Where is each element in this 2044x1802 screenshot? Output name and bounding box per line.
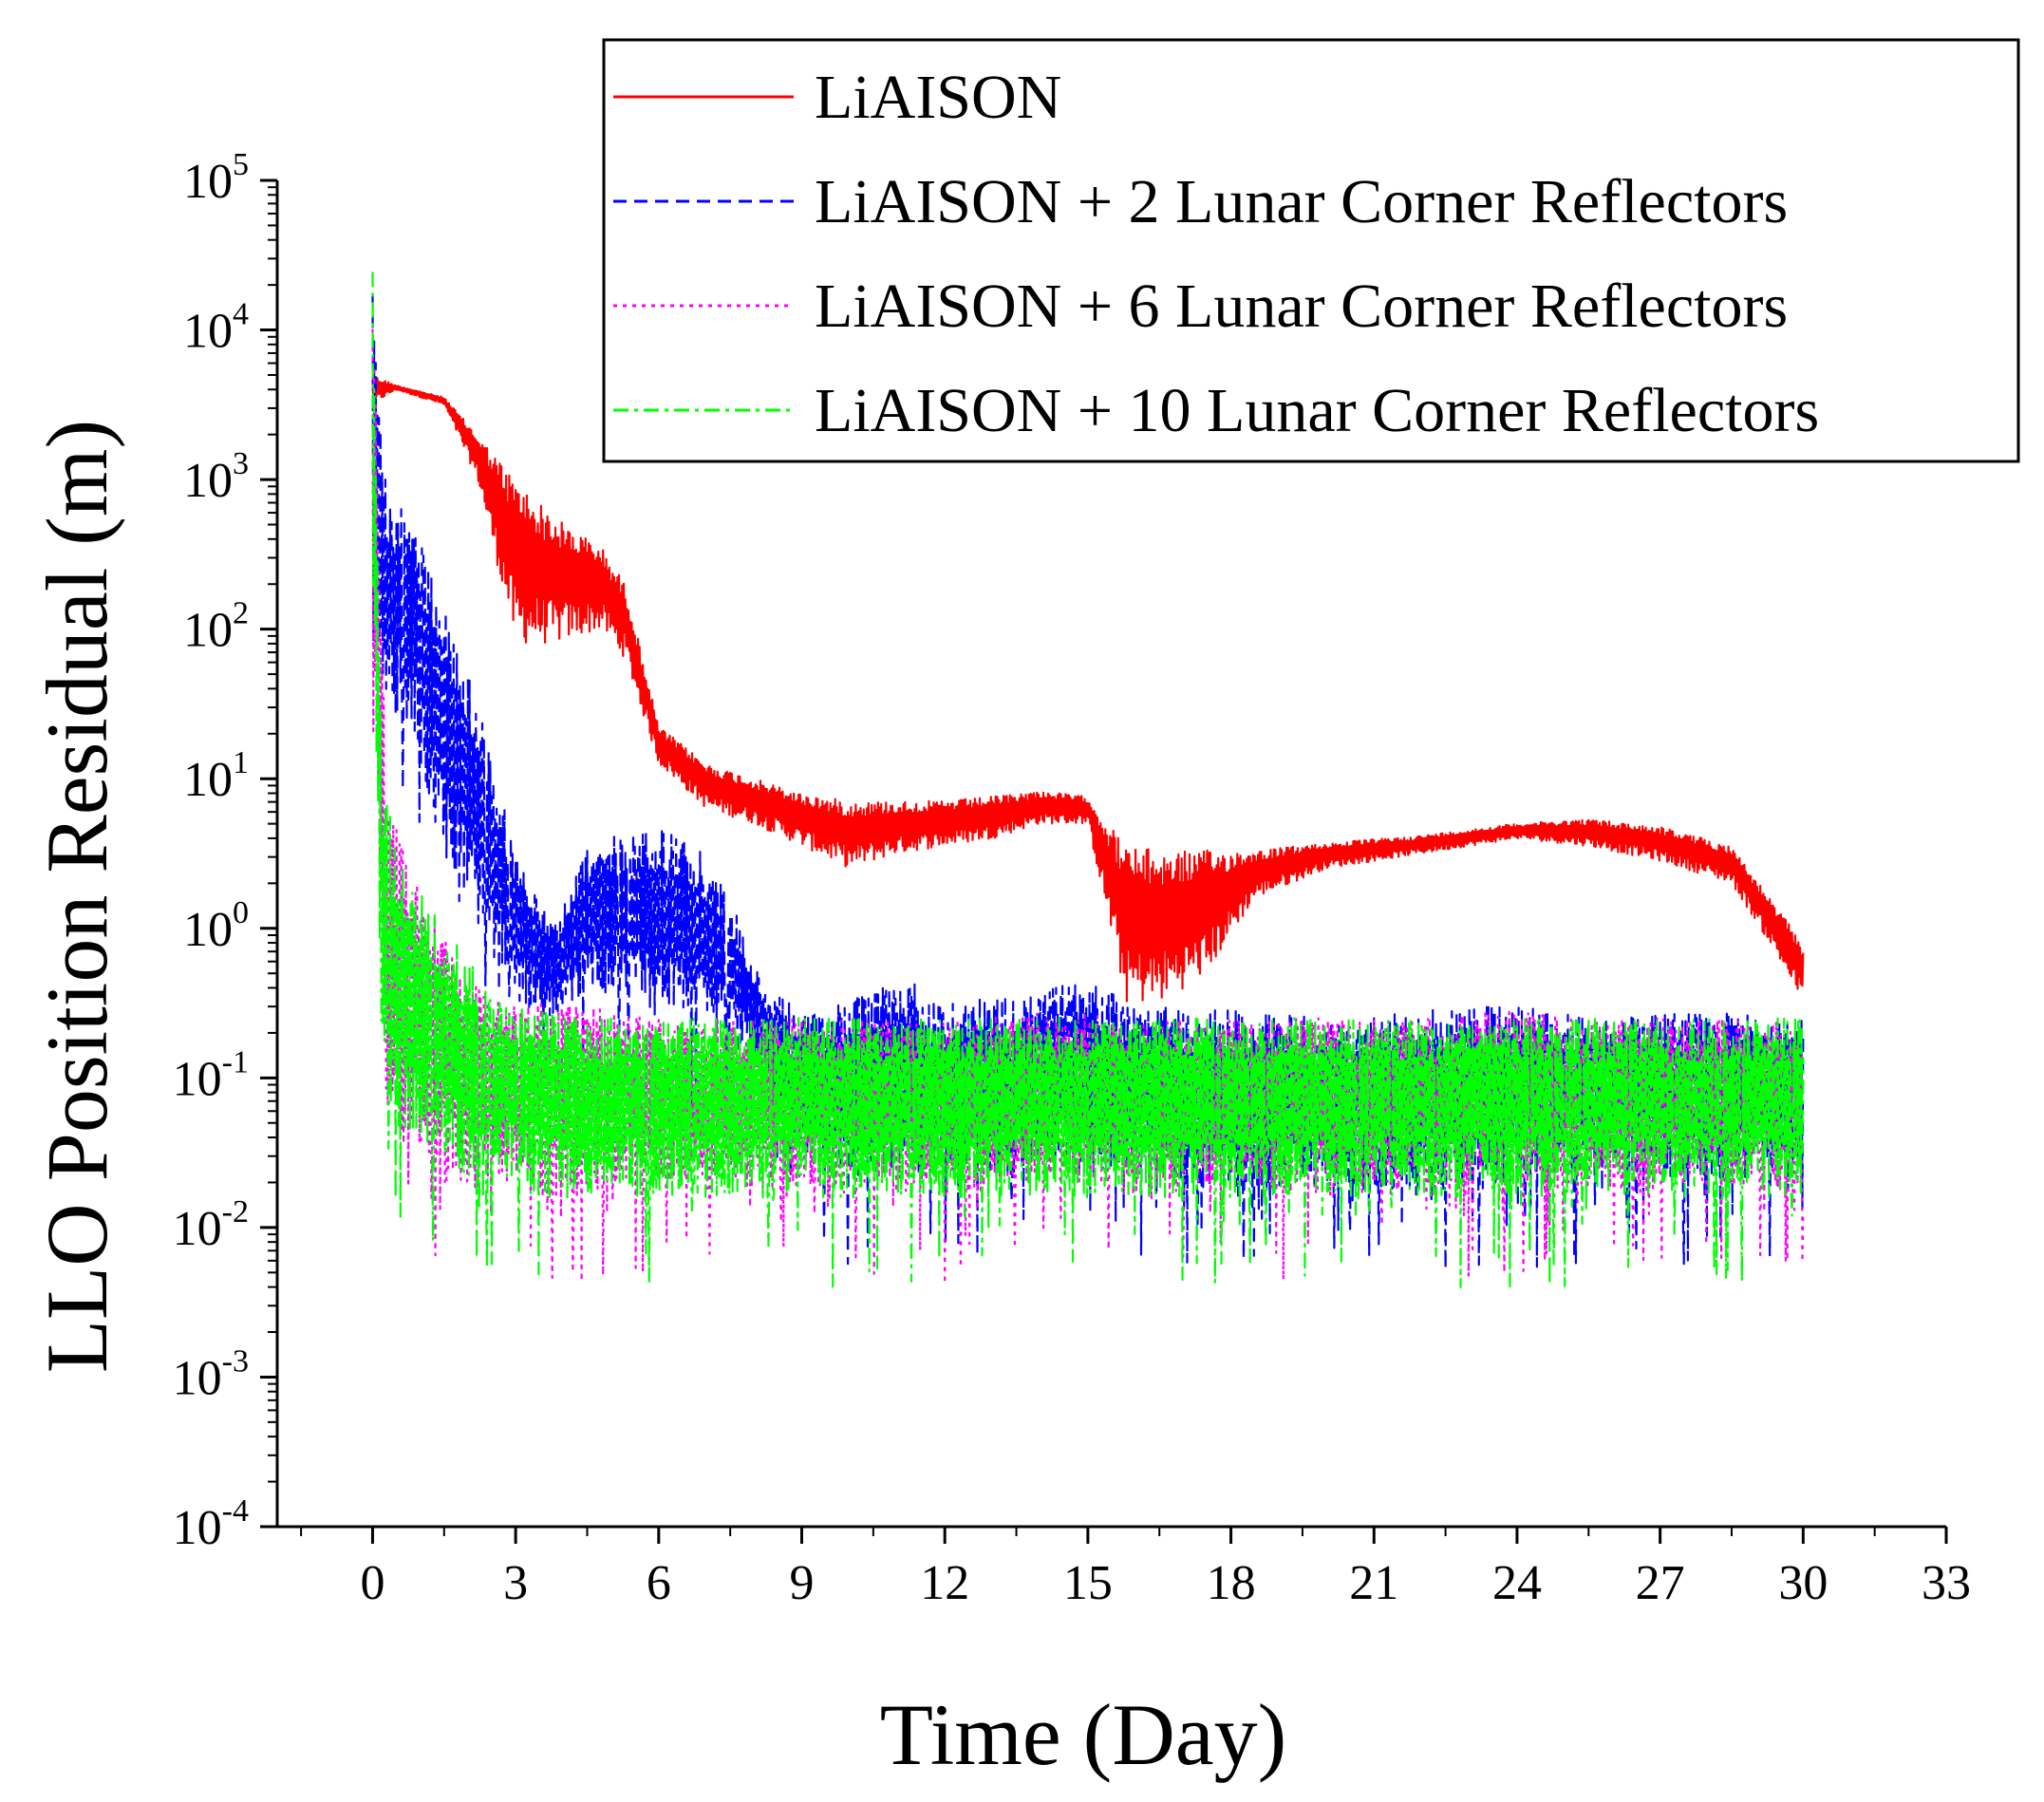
x-tick-label: 6: [647, 1556, 671, 1610]
x-tick-label: 27: [1636, 1556, 1685, 1610]
x-tick-label: 30: [1778, 1556, 1828, 1610]
y-tick-label: 105: [183, 147, 249, 209]
x-tick-label: 24: [1492, 1556, 1542, 1610]
x-tick-label: 18: [1207, 1556, 1256, 1610]
y-tick-label: 101: [183, 745, 249, 807]
series-layer: [371, 272, 1805, 1288]
legend-label: LiAISON + 10 Lunar Corner Reflectors: [815, 376, 1819, 445]
series-line: [371, 377, 1805, 1003]
legend-label: LiAISON + 6 Lunar Corner Reflectors: [815, 272, 1788, 341]
y-tick-label: 104: [183, 297, 249, 359]
series-2: [371, 293, 1805, 1270]
series-line: [371, 272, 1805, 1288]
y-tick-label: 103: [183, 446, 249, 508]
x-tick-label: 33: [1922, 1556, 1971, 1610]
y-axis-title: LLO Position Residual (m): [28, 420, 125, 1373]
legend-label: LiAISON: [815, 63, 1061, 132]
series-1: [371, 377, 1805, 1003]
y-tick-label: 10-1: [173, 1044, 249, 1106]
x-axis-title: Time (Day): [880, 1686, 1286, 1783]
y-tick-label: 10-3: [173, 1343, 249, 1405]
x-tick-label: 12: [920, 1556, 969, 1610]
x-tick-label: 3: [503, 1556, 528, 1610]
y-tick-label: 100: [183, 895, 249, 957]
legend: LiAISON LiAISON + 2 Lunar Corner Reflecto…: [602, 38, 2020, 463]
axes-layer: 0 3 6 9 12 15 18 21 24 27 30 33 105 104 103 102 101 100 10…: [173, 147, 1971, 1610]
legend-box: [602, 38, 2020, 463]
x-tick-label: 9: [790, 1556, 815, 1610]
x-tick-label: 15: [1063, 1556, 1113, 1610]
x-tick-label: 0: [360, 1556, 384, 1610]
series-4: [371, 272, 1805, 1288]
legend-label: LiAISON + 2 Lunar Corner Reflectors: [815, 167, 1788, 236]
y-tick-label: 102: [183, 596, 249, 658]
y-tick-label: 10-2: [173, 1194, 249, 1256]
series-line: [371, 293, 1805, 1270]
y-tick-label: 10-4: [173, 1493, 249, 1555]
x-tick-label: 21: [1349, 1556, 1398, 1610]
